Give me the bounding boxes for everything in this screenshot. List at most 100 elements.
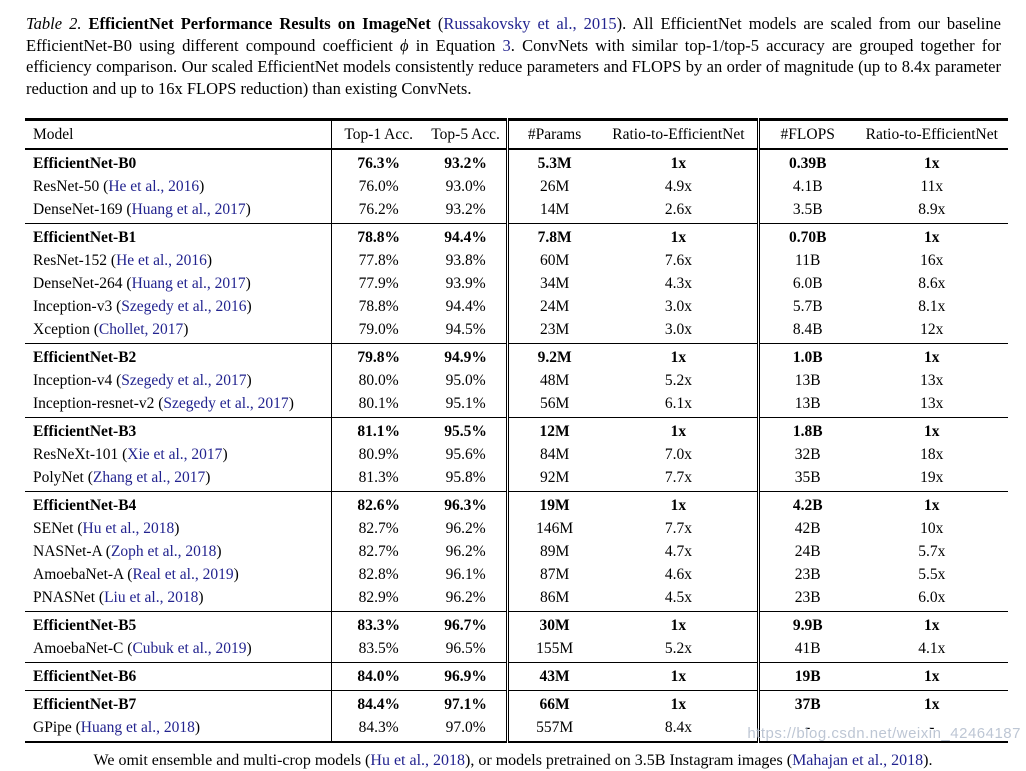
- footnote-citation-link-1[interactable]: Hu et al., 2018: [370, 752, 466, 770]
- ratio-params-cell: 4.9x: [664, 178, 692, 196]
- ratio-flops-cell: 19x: [920, 469, 944, 487]
- top1-cell: 84.0%: [331, 662, 426, 691]
- ratio-flops-cell: 5.5x: [918, 566, 946, 584]
- ratio-flops-cell: 13x: [920, 372, 944, 390]
- efficientnet-baseline-row: EfficientNet-B5 83.3% 96.7% 30M 1x 9.9B 1x: [25, 611, 1008, 638]
- citation-link[interactable]: Zhang et al., 2017: [92, 469, 206, 487]
- top5-cell: 93.2%: [445, 201, 486, 219]
- convnet-row: AmoebaNet-A (Real et al., 2019) 82.8% 96.1…: [25, 563, 1008, 587]
- caption-title: EfficientNet Performance Results on Imag…: [88, 14, 431, 33]
- ratio-params-cell: 1x: [670, 617, 687, 635]
- model-cell: ResNet-50 (He et al., 2016): [33, 178, 205, 196]
- model-cell: GPipe (Huang et al., 2018): [33, 719, 201, 737]
- model-name: PNASNet: [33, 589, 96, 607]
- top5-cell: 94.5%: [445, 321, 486, 339]
- params-cell: 146M: [506, 517, 601, 541]
- citation-link[interactable]: Zoph et al., 2018: [110, 543, 217, 561]
- params-cell: 30M: [506, 611, 601, 638]
- top1-cell: 79.8%: [331, 343, 426, 370]
- footnote-citation-link-2[interactable]: Mahajan et al., 2018: [792, 752, 924, 770]
- citation-link[interactable]: Huang et al., 2017: [131, 201, 246, 219]
- model-cell: DenseNet-169 (Huang et al., 2017): [33, 201, 251, 219]
- top5-cell: 93.9%: [445, 275, 486, 293]
- model-cell: Inception-resnet-v2 (Szegedy et al., 201…: [33, 395, 294, 413]
- params-cell: 56M: [506, 392, 601, 418]
- model-comparison-group: EfficientNet-B4 82.6% 96.3% 19M 1x 4.2B 1x SENe…: [25, 491, 1008, 612]
- citation-link[interactable]: Hu et al., 2018: [82, 520, 175, 538]
- model-name: EfficientNet-B1: [33, 229, 137, 247]
- equation-ref-link[interactable]: 3: [502, 35, 511, 55]
- model-cell: SENet (Hu et al., 2018): [33, 520, 180, 538]
- ratio-flops-cell: 1x: [924, 155, 940, 173]
- header-row: Model Top-1 Acc. Top-5 Acc. #Params Rati…: [25, 119, 1008, 150]
- model-comparison-group: EfficientNet-B5 83.3% 96.7% 30M 1x 9.9B 1x Amoe…: [25, 611, 1008, 663]
- model-name: Xception: [33, 321, 90, 339]
- ratio-flops-cell: 1x: [924, 229, 940, 247]
- convnet-row: AmoebaNet-C (Cubuk et al., 2019) 83.5% 96.…: [25, 637, 1008, 663]
- top1-cell: 77.8%: [331, 249, 426, 273]
- footnote-text: ), or models pretrained on 3.5B Instagra…: [465, 752, 793, 770]
- top5-cell: 94.4%: [444, 229, 487, 247]
- caption-text: (: [430, 14, 444, 33]
- model-name: GPipe: [33, 719, 72, 737]
- top5-cell: 96.2%: [445, 520, 486, 538]
- model-cell: EfficientNet-B0: [25, 149, 332, 175]
- results-table: Model Top-1 Acc. Top-5 Acc. #Params Rati…: [25, 118, 1008, 744]
- convnet-row: ResNeXt-101 (Xie et al., 2017) 80.9% 95.6%…: [25, 443, 1008, 467]
- caption-citation-link[interactable]: Russakovsky et al., 2015: [443, 14, 617, 33]
- model-cell: PolyNet (Zhang et al., 2017): [33, 469, 211, 487]
- citation-link[interactable]: Xie et al., 2017: [127, 446, 223, 464]
- flops-cell: 9.9B: [756, 611, 856, 638]
- ratio-flops-cell: 11x: [920, 178, 944, 196]
- model-cell: Xception (Chollet, 2017): [33, 321, 189, 339]
- top1-cell: 78.8%: [331, 295, 426, 319]
- model-cell: Inception-v3 (Szegedy et al., 2016): [33, 298, 252, 316]
- col-header-ratio-params: Ratio-to-EfficientNet: [612, 126, 745, 144]
- convnet-row: DenseNet-264 (Huang et al., 2017) 77.9% 93…: [25, 272, 1008, 296]
- citation-link[interactable]: Chollet, 2017: [98, 321, 184, 339]
- col-header-flops: #FLOPS: [756, 119, 856, 150]
- model-cell: EfficientNet-B7: [25, 691, 332, 717]
- ratio-flops-cell: 1x: [924, 423, 940, 441]
- top5-cell: 96.2%: [445, 589, 486, 607]
- citation-link[interactable]: He et al., 2016: [116, 252, 207, 270]
- citation-link[interactable]: Real et al., 2019: [132, 566, 234, 584]
- flops-cell: 32B: [756, 443, 856, 467]
- ratio-flops-cell: 4.1x: [918, 640, 946, 658]
- params-cell: 9.2M: [506, 343, 601, 370]
- ratio-flops-cell: -: [929, 719, 935, 737]
- model-name: DenseNet-264: [33, 275, 123, 293]
- ratio-flops-cell: 1x: [924, 696, 940, 714]
- citation-link[interactable]: Szegedy et al., 2017: [121, 372, 247, 390]
- flops-cell: 23B: [756, 563, 856, 587]
- model-cell: EfficientNet-B4: [25, 492, 332, 518]
- top1-cell: 80.0%: [331, 369, 426, 393]
- citation-link[interactable]: Cubuk et al., 2019: [132, 640, 247, 658]
- model-cell: AmoebaNet-A (Real et al., 2019): [33, 566, 239, 584]
- model-cell: ResNet-152 (He et al., 2016): [33, 252, 213, 270]
- citation-link[interactable]: He et al., 2016: [108, 178, 200, 196]
- top1-cell: 77.9%: [331, 272, 426, 296]
- efficientnet-baseline-row: EfficientNet-B0 76.3% 93.2% 5.3M 1x 0.39B 1x: [25, 149, 1008, 176]
- top5-cell: 95.5%: [444, 423, 487, 441]
- top5-cell: 96.9%: [444, 668, 487, 686]
- top1-cell: 76.0%: [331, 175, 426, 199]
- convnet-row: Inception-v3 (Szegedy et al., 2016) 78.8%…: [25, 295, 1008, 319]
- citation-link[interactable]: Szegedy et al., 2017: [163, 395, 289, 413]
- model-comparison-group: EfficientNet-B2 79.8% 94.9% 9.2M 1x 1.0B 1x Inc…: [25, 343, 1008, 418]
- ratio-params-cell: 1x: [670, 696, 687, 714]
- convnet-row: PNASNet (Liu et al., 2018) 82.9% 96.2% 86M 4…: [25, 586, 1008, 612]
- params-cell: 7.8M: [506, 223, 601, 250]
- top1-cell: 81.1%: [331, 417, 426, 444]
- top1-cell: 83.5%: [331, 637, 426, 663]
- citation-link[interactable]: Huang et al., 2018: [80, 719, 195, 737]
- ratio-params-cell: 8.4x: [664, 719, 692, 737]
- ratio-flops-cell: 18x: [920, 446, 944, 464]
- convnet-row: NASNet-A (Zoph et al., 2018) 82.7% 96.2% 89…: [25, 540, 1008, 564]
- model-comparison-group: EfficientNet-B0 76.3% 93.2% 5.3M 1x 0.39B 1x Re…: [25, 149, 1008, 224]
- citation-link[interactable]: Liu et al., 2018: [104, 589, 199, 607]
- citation-link[interactable]: Szegedy et al., 2016: [121, 298, 247, 316]
- model-name: AmoebaNet-C: [33, 640, 124, 658]
- citation-link[interactable]: Huang et al., 2017: [131, 275, 246, 293]
- model-cell: EfficientNet-B1: [25, 224, 332, 250]
